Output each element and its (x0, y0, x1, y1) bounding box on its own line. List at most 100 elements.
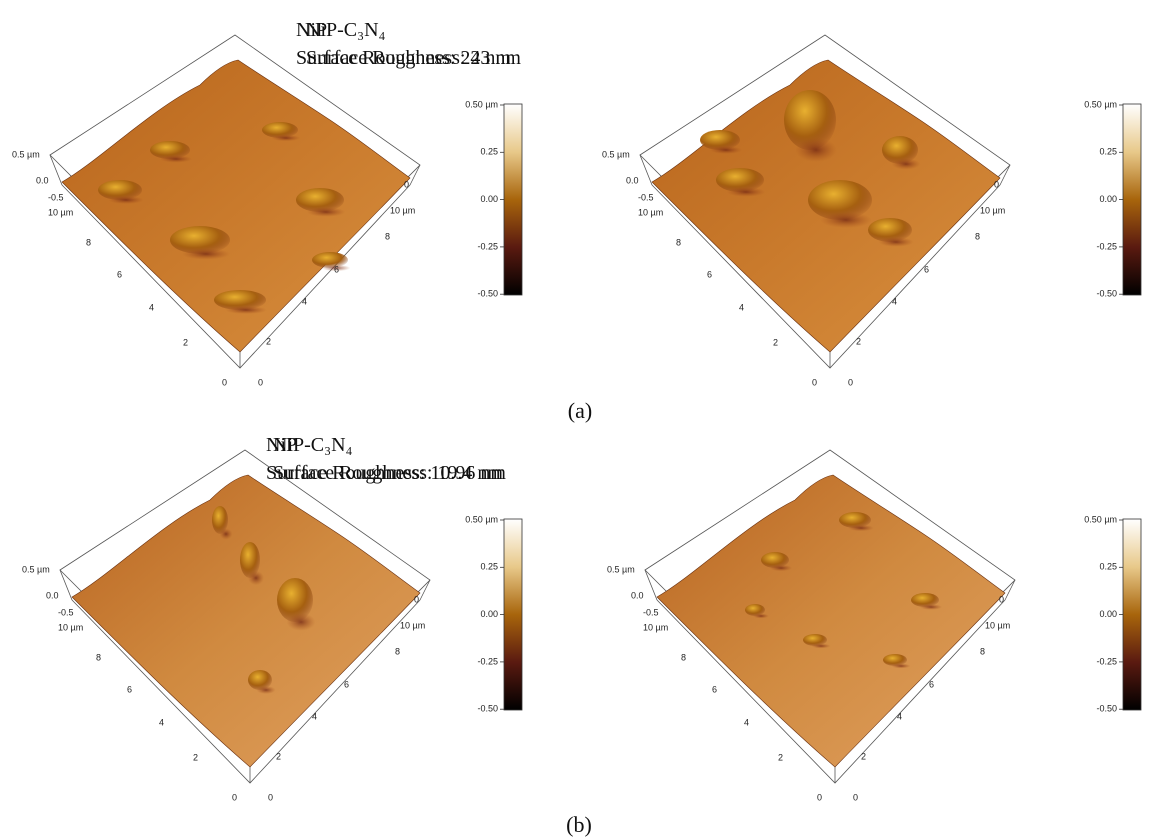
colorbar (1122, 103, 1142, 296)
roughness-label: Surface Roughness: 22 nm (296, 47, 511, 69)
left-axis-label: 0 (232, 792, 237, 802)
box-edge (59, 569, 73, 601)
colorbar (503, 103, 523, 296)
colorbar-label: 0.00 (480, 609, 498, 619)
afm-surface (71, 474, 421, 768)
right-axis-label: 4 (312, 711, 317, 721)
colorbar-label: 0.25 (1099, 147, 1117, 157)
surface-feature (312, 252, 348, 268)
right-axis-label: 0 (258, 377, 263, 387)
z-axis-label: -0.5 (643, 607, 659, 617)
surface-feature (716, 168, 764, 192)
colorbar-label: 0.00 (1099, 609, 1117, 619)
z-axis-label: 0.5 µm (12, 149, 40, 159)
z-axis-label: 0.0 (631, 590, 644, 600)
surface-feature (150, 141, 190, 159)
surface-feature (700, 130, 740, 150)
right-axis-label: 10 µm (400, 620, 425, 630)
right-axis-label: 4 (892, 296, 897, 306)
afm-surface (656, 474, 1006, 768)
surface-shadow (919, 604, 943, 610)
figure-label: (a) (568, 398, 592, 423)
colorbar-label: 0.25 (480, 562, 498, 572)
surface-feature (808, 180, 872, 220)
colorbar-label: 0.00 (480, 194, 498, 204)
right-axis-label: 0 (848, 377, 853, 387)
surface-feature (262, 122, 298, 138)
box-base (61, 184, 411, 369)
colorbar-label: -0.25 (477, 656, 498, 666)
left-axis-label: 6 (707, 269, 712, 279)
box-edge (644, 569, 658, 601)
afm-panel: NiP-C₃N₄ Surface Roughness: 19.4 nm 0.5 µm… (273, 434, 1142, 802)
right-axis-label: 8 (395, 646, 400, 656)
colorbar-label: -0.25 (477, 241, 498, 251)
roughness-label: Surface Roughness: 19.4 nm (273, 462, 503, 484)
surface-shadow (248, 570, 264, 586)
surface-shadow (256, 686, 276, 694)
left-axis-label: 4 (744, 717, 749, 727)
surface-shadow (271, 134, 301, 142)
left-axis-label: 2 (183, 337, 188, 347)
right-axis-label: 0 (404, 179, 409, 189)
right-axis-label: 6 (929, 679, 934, 689)
surface-feature (248, 670, 272, 690)
surface-feature (784, 90, 836, 150)
surface-feature (803, 634, 827, 646)
right-axis-label: 2 (276, 751, 281, 761)
box-edge (1004, 579, 1016, 601)
surface-shadow (891, 158, 921, 170)
box-edge (49, 154, 63, 186)
right-axis-label: 0 (414, 594, 419, 604)
z-axis-label: -0.5 (58, 607, 74, 617)
surface-feature (277, 578, 313, 622)
left-axis-label: 2 (778, 752, 783, 762)
right-axis-label: 0 (994, 179, 999, 189)
colorbar-label: -0.25 (1096, 656, 1117, 666)
right-axis-label: 2 (266, 336, 271, 346)
surface-shadow (848, 524, 874, 532)
surface-feature (170, 226, 230, 254)
panel-title: NiP-C₃N₄ (273, 434, 353, 456)
surface-shadow (182, 248, 230, 260)
surface-shadow (820, 212, 872, 228)
surface-shadow (160, 155, 192, 163)
surface-shadow (811, 643, 831, 649)
colorbar-label: 0.50 µm (465, 514, 498, 524)
z-axis-label: 10 µm (58, 622, 83, 632)
surface-shadow (891, 663, 911, 669)
surface-shadow (878, 237, 914, 247)
colorbar-label: -0.25 (1096, 241, 1117, 251)
surface-feature (745, 604, 765, 616)
surface-shadow (306, 207, 346, 217)
right-axis-label: 2 (861, 751, 866, 761)
surface-feature (212, 506, 228, 534)
z-axis-label: -0.5 (48, 192, 64, 202)
colorbar-label: 0.50 µm (1084, 99, 1117, 109)
colorbar-label: 0.25 (480, 147, 498, 157)
surface-shadow (726, 187, 766, 197)
box-edge (419, 579, 431, 601)
left-axis-label: 8 (96, 652, 101, 662)
box-base (71, 599, 421, 784)
surface-feature (882, 136, 918, 164)
surface-feature (839, 512, 871, 528)
roughness-label: Surface Roughness: 10.96 nm (266, 462, 506, 484)
left-axis-label: 8 (681, 652, 686, 662)
left-axis-label: 2 (193, 752, 198, 762)
right-axis-label: 6 (344, 679, 349, 689)
surface-shadow (710, 146, 742, 154)
box-base (656, 599, 1006, 784)
colorbar (503, 518, 523, 711)
z-axis-label: 0.5 µm (607, 564, 635, 574)
surface-feature (98, 180, 142, 200)
z-axis-label: 0.5 µm (22, 564, 50, 574)
colorbar-label: -0.50 (477, 289, 498, 299)
surface-feature (911, 593, 939, 607)
z-axis-label: 0.0 (626, 175, 639, 185)
surface-shadow (286, 613, 316, 631)
z-axis-label: 10 µm (643, 622, 668, 632)
left-axis-label: 4 (149, 302, 154, 312)
box-edge (409, 164, 421, 186)
z-axis-label: 10 µm (48, 207, 73, 217)
